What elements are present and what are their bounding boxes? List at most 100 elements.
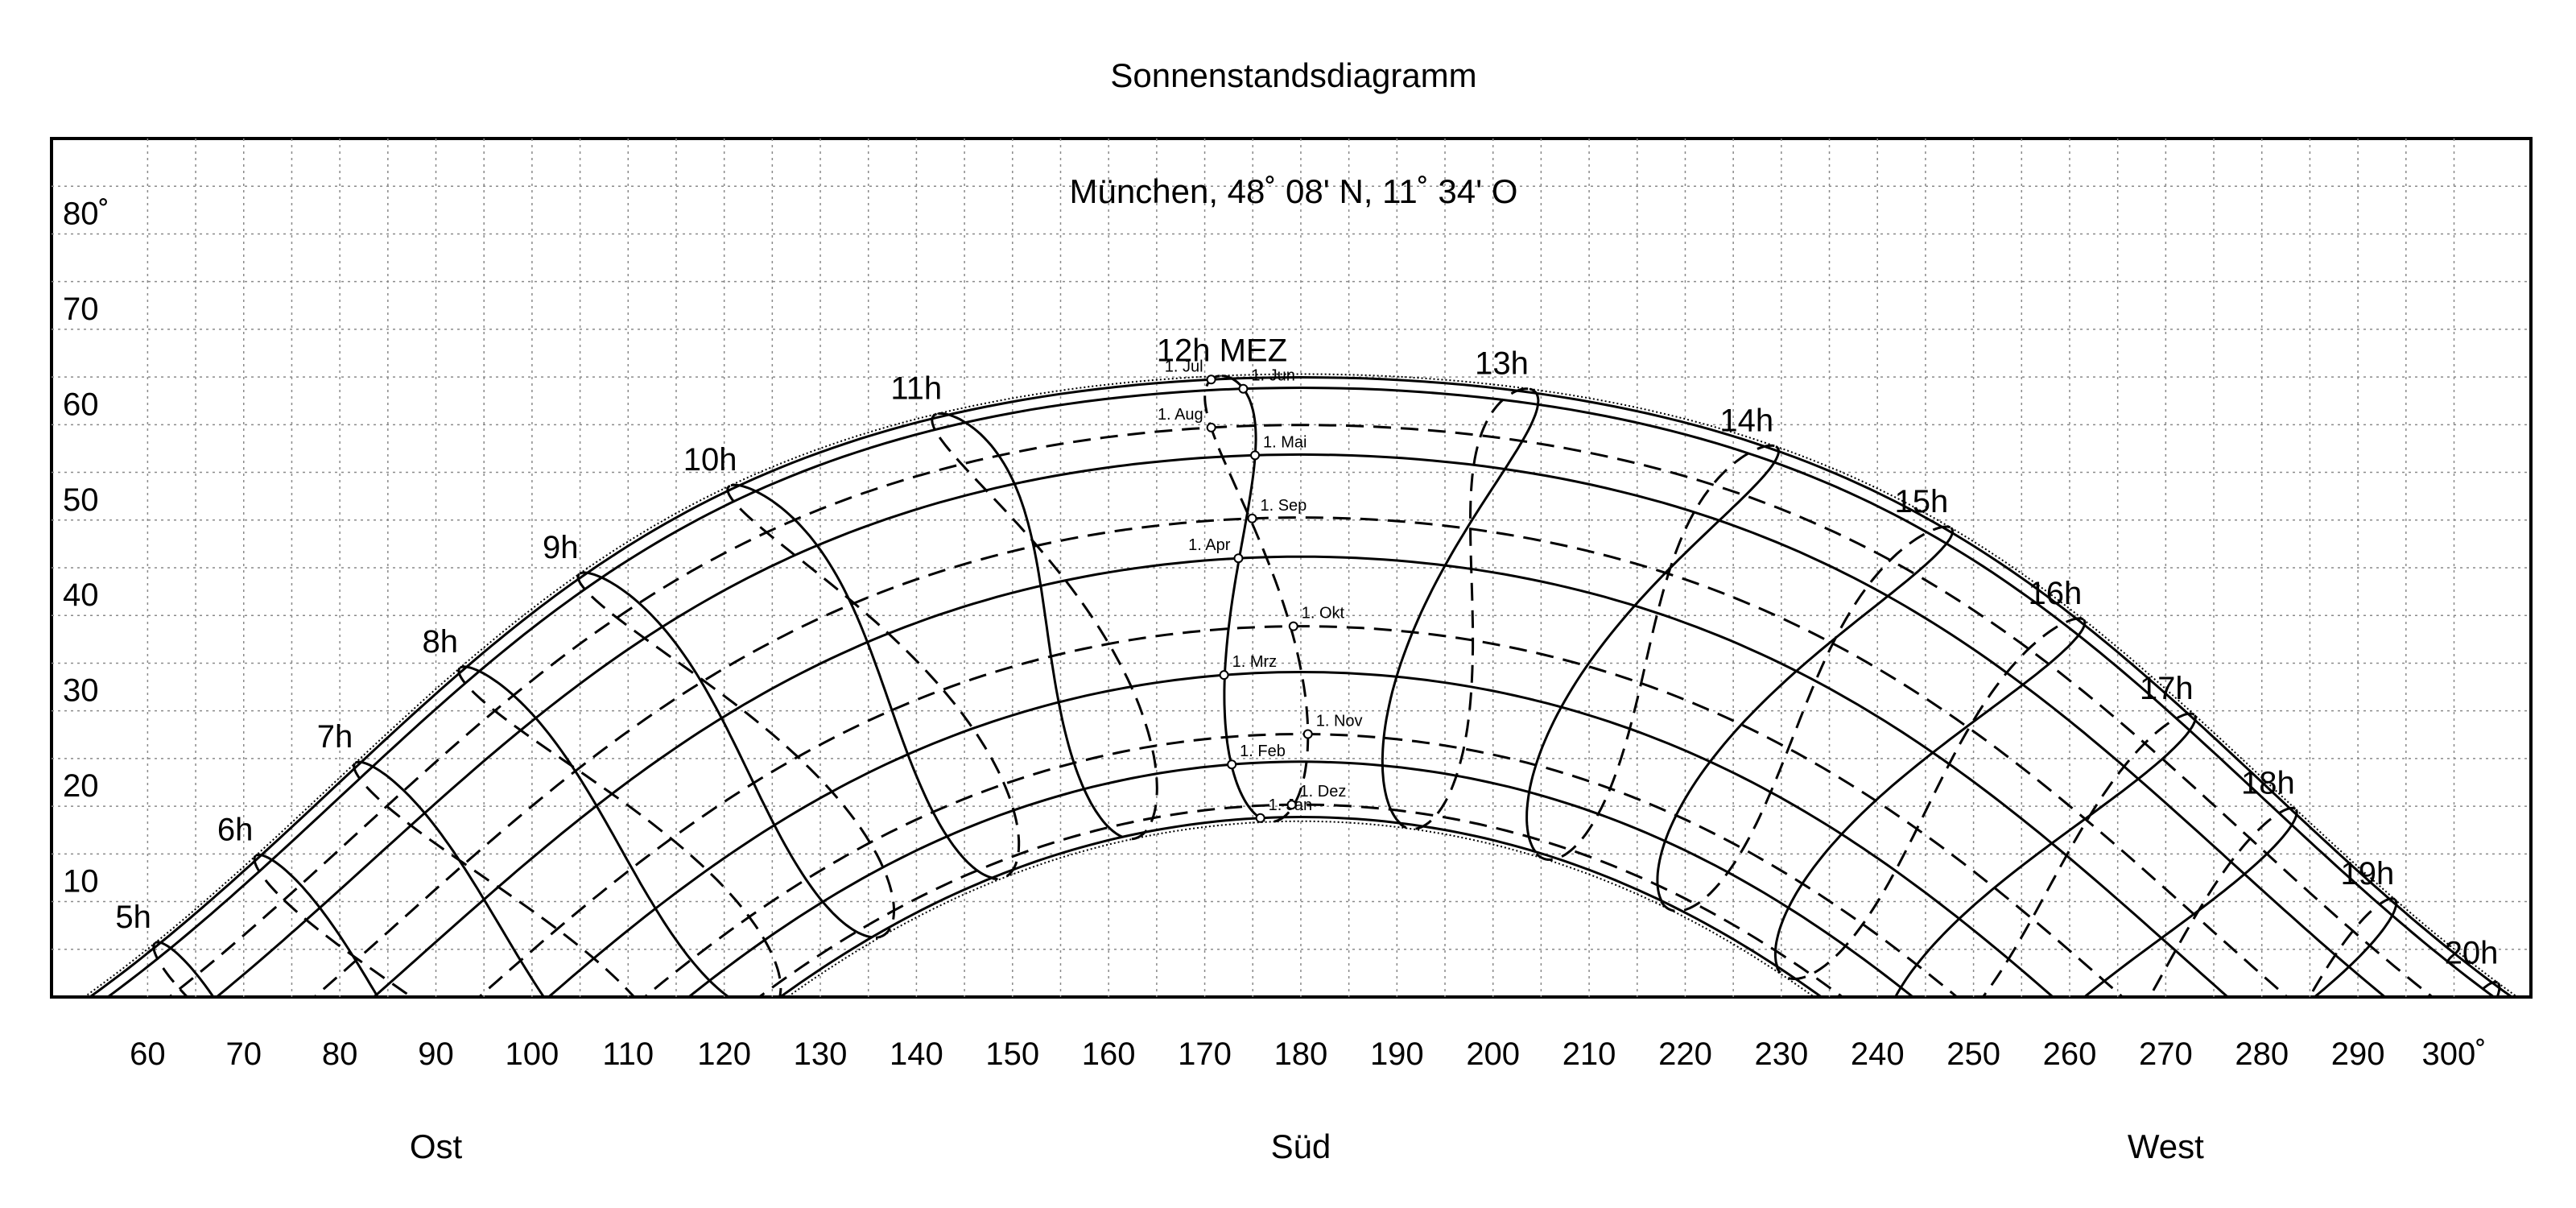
solstice-curve xyxy=(788,820,1814,995)
hour-label: 11h xyxy=(890,370,942,406)
hour-curve xyxy=(152,942,188,995)
x-tick-label: 180 xyxy=(1274,1036,1328,1072)
date-label: 1. Dez xyxy=(1300,783,1347,801)
hour-curve xyxy=(1982,712,2195,995)
hour-curve xyxy=(1534,444,1775,862)
date-curve xyxy=(169,424,2433,995)
hour-curve xyxy=(155,941,214,995)
hour-curve xyxy=(1894,714,2197,995)
x-tick-label: 140 xyxy=(890,1036,943,1072)
date-label: 1. Mrz xyxy=(1232,653,1278,671)
date-marker xyxy=(1247,513,1257,523)
hour-curve xyxy=(1381,387,1540,825)
date-marker xyxy=(1302,729,1313,739)
y-tick-label: 60 xyxy=(63,387,99,422)
hour-curve xyxy=(353,763,634,995)
hour-curve xyxy=(2084,809,2298,995)
y-tick-label: 50 xyxy=(63,482,99,518)
x-tick-label: 90 xyxy=(418,1036,454,1072)
date-label: 1. Apr xyxy=(1188,536,1231,554)
date-curve xyxy=(374,555,2228,995)
hour-curve xyxy=(938,412,1124,838)
x-tick-label: 280 xyxy=(2235,1036,2289,1072)
hour-label: 14h xyxy=(1719,403,1773,438)
x-tick-label: 270 xyxy=(2139,1036,2193,1072)
date-curve xyxy=(759,803,1843,995)
hour-label: 9h xyxy=(543,530,579,565)
x-tick-label: 70 xyxy=(226,1036,262,1072)
x-tick-label: 300˚ xyxy=(2421,1036,2486,1072)
date-curve xyxy=(108,386,2494,995)
y-tick-label: 70 xyxy=(63,292,99,327)
date-curve xyxy=(314,516,2288,995)
date-marker xyxy=(1206,422,1216,432)
date-marker xyxy=(1288,621,1298,631)
hour-curve xyxy=(726,485,1021,880)
hour-curve xyxy=(2149,806,2297,995)
hour-curve xyxy=(580,571,873,939)
date-curve xyxy=(548,670,2054,995)
hour-curve xyxy=(1660,525,1951,912)
x-tick-label: 120 xyxy=(697,1036,751,1072)
y-tick-label: 80˚ xyxy=(63,196,109,231)
hour-curve xyxy=(1525,445,1781,853)
x-tick-label: 130 xyxy=(794,1036,848,1072)
hour-curve xyxy=(730,483,993,879)
label-layer: 60 70 80 90 100 110 120 130 140 150 160 170 180 190 20… xyxy=(63,196,2498,1165)
hour-curve xyxy=(931,412,1158,841)
x-tick-label: 230 xyxy=(1754,1036,1808,1072)
x-tick-label: 200 xyxy=(1466,1036,1520,1072)
date-marker xyxy=(1286,800,1297,810)
hour-curve xyxy=(457,667,782,995)
curve-layer xyxy=(85,373,2517,995)
hour-label: 5h xyxy=(115,900,151,935)
hour-curve xyxy=(255,853,378,995)
hour-curve xyxy=(253,855,411,995)
x-tick-label: 160 xyxy=(1082,1036,1136,1072)
hour-label: 13h xyxy=(1475,346,1529,382)
x-tick-label: 100 xyxy=(506,1036,559,1072)
date-curve xyxy=(89,375,2512,995)
chart-subtitle: München, 48˚ 08' N, 11˚ 34' O xyxy=(1070,172,1518,210)
direction-label: Ost xyxy=(410,1127,463,1165)
chart-title: Sonnenstandsdiagramm xyxy=(1110,56,1476,94)
date-marker xyxy=(1250,450,1261,461)
hour-label: 15h xyxy=(1895,484,1949,519)
date-marker xyxy=(1206,374,1216,385)
direction-label: West xyxy=(2128,1127,2204,1165)
y-tick-label: 40 xyxy=(63,577,99,613)
date-curve xyxy=(479,625,2123,995)
date-curve xyxy=(688,760,1913,995)
hour-label: 10h xyxy=(683,442,737,478)
date-label: 1. Sep xyxy=(1260,497,1307,515)
x-tick-label: 260 xyxy=(2043,1036,2097,1072)
x-tick-label: 220 xyxy=(1658,1036,1712,1072)
hour-label: 6h xyxy=(217,812,254,847)
y-tick-label: 30 xyxy=(63,673,99,709)
date-label: 1. Mai xyxy=(1263,433,1307,451)
x-tick-label: 80 xyxy=(322,1036,358,1072)
x-tick-label: 240 xyxy=(1851,1036,1905,1072)
grid-layer xyxy=(52,139,2531,997)
x-tick-label: 110 xyxy=(602,1036,654,1072)
hour-label: 12h MEZ xyxy=(1157,333,1287,369)
hour-curve xyxy=(355,760,545,995)
date-label: 1. Okt xyxy=(1302,605,1345,623)
hour-label: 17h xyxy=(2140,671,2194,706)
date-label: 1. Jun xyxy=(1251,367,1294,385)
hour-curve xyxy=(1773,618,2087,967)
hour-curve xyxy=(1399,387,1529,830)
date-label: 1. Feb xyxy=(1240,743,1286,760)
date-marker xyxy=(1219,670,1229,681)
hour-label: 7h xyxy=(317,719,353,755)
date-label: 1. Jul xyxy=(1165,358,1203,375)
date-marker xyxy=(1227,759,1237,770)
x-tick-label: 60 xyxy=(130,1036,166,1072)
x-tick-label: 250 xyxy=(1946,1036,2000,1072)
hour-label: 16h xyxy=(2029,576,2083,611)
x-tick-label: 170 xyxy=(1178,1036,1232,1072)
solstice-curve xyxy=(85,373,2517,995)
y-tick-label: 20 xyxy=(63,768,99,804)
